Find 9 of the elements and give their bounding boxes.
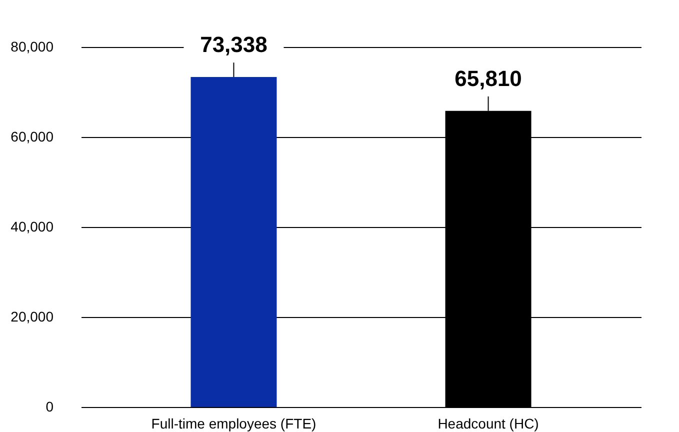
y-tick-label: 80,000 (10, 38, 54, 54)
x-tick-label: Full-time employees (FTE) (151, 416, 316, 432)
x-tick-label: Headcount (HC) (438, 416, 539, 432)
y-tick-label: 20,000 (10, 308, 54, 324)
data-label: 65,810 (454, 66, 522, 92)
y-tick-label: 40,000 (10, 218, 54, 234)
y-tick-label: 60,000 (10, 128, 54, 144)
data-label: 73,338 (200, 32, 268, 58)
y-tick-label: 0 (46, 398, 54, 414)
